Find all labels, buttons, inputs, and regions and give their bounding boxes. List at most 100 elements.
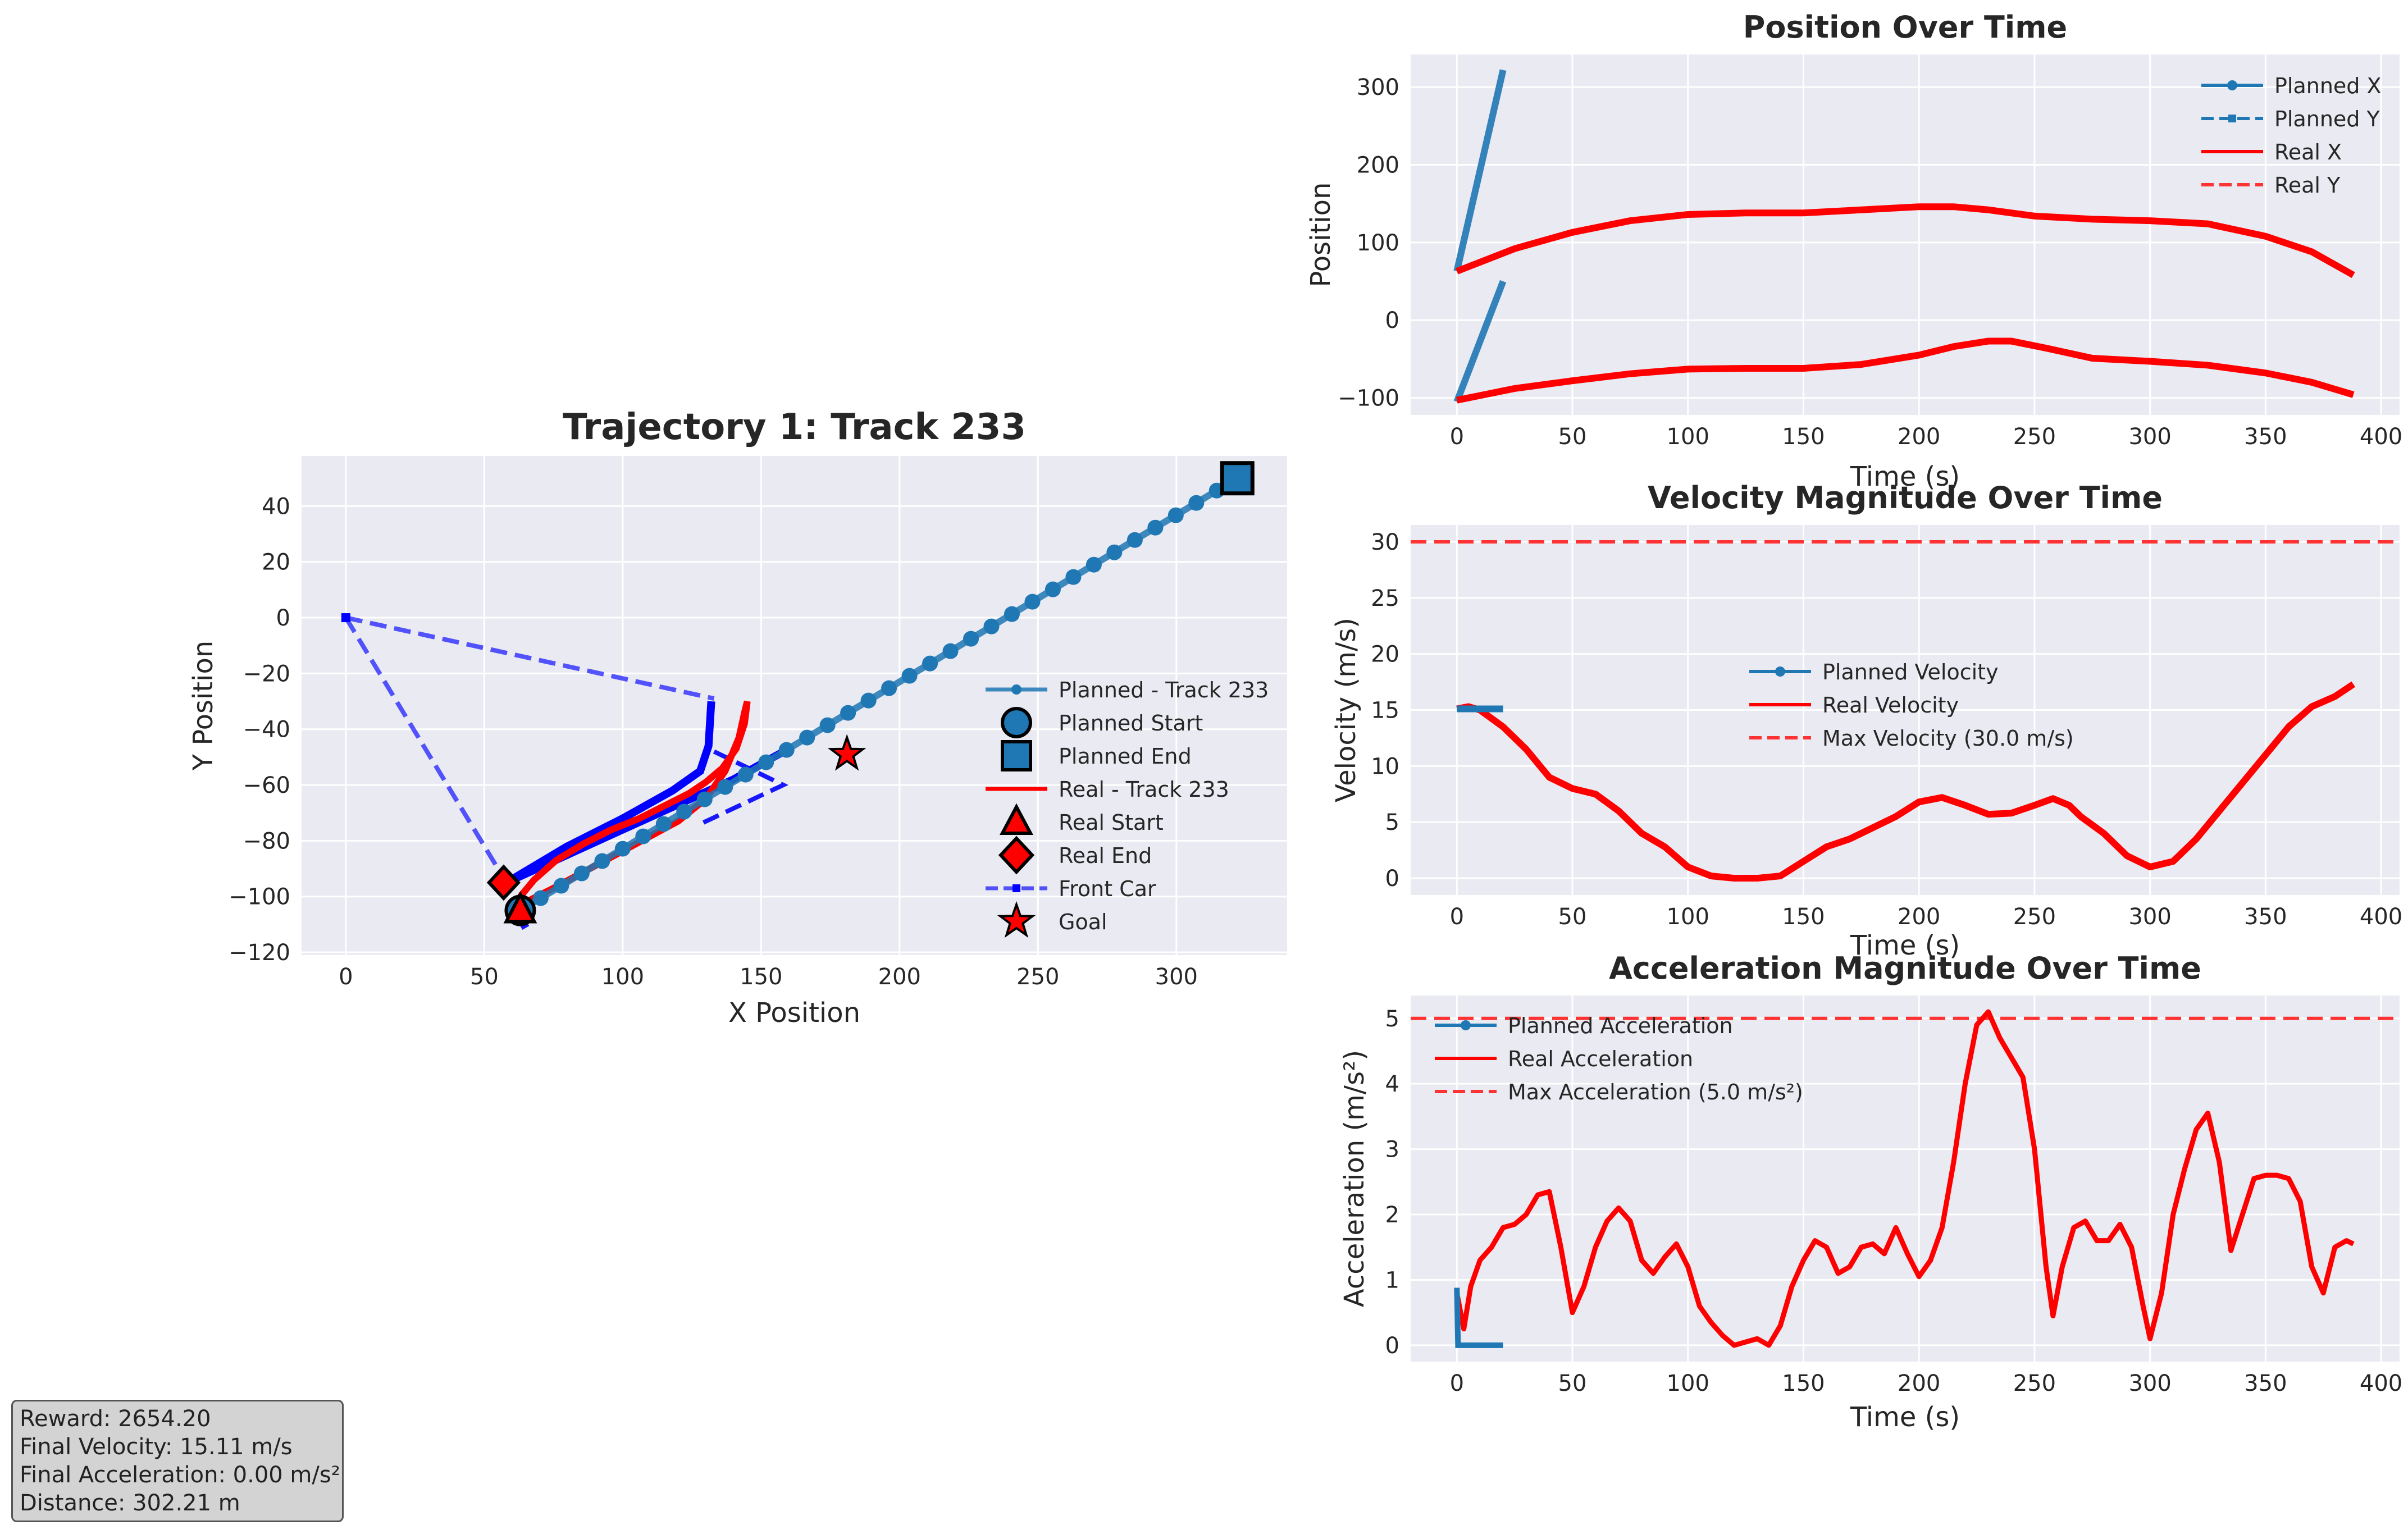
traj-ytick-label: −20 [243,661,290,687]
real-end-marker [486,864,521,901]
planned-track-point [1024,593,1041,610]
acc-xtick-label: 300 [2128,1371,2171,1396]
planned-end-marker [1220,461,1255,496]
legend-label: Planned Acceleration [1508,1013,1733,1038]
planned-track-point [532,890,549,906]
acc-panel: 0 50 100 150 200 250 300 350 400 5 4 3 2 1 0 Accelerati… [1339,951,2402,1433]
vel-title: Velocity Magnitude Over Time [1648,480,2163,515]
planned-track-point [819,717,836,733]
acc-xtick-label: 200 [1898,1371,1940,1396]
planned-track-point [737,766,754,783]
legend-label: Front Car [1059,876,1156,901]
legend-label: Max Velocity (30.0 m/s) [1822,726,2074,751]
planned-track-point [1147,519,1164,536]
acc-xtick-label: 400 [2360,1371,2402,1396]
vel-xtick-label: 250 [2013,904,2056,930]
planned-y-line [1453,280,1507,403]
vel-xtick-label: 100 [1667,904,1709,930]
legend-entry: Real End [998,835,1152,875]
real-x-line [1456,203,2355,278]
legend-label: Planned - Track 233 [1059,678,1269,702]
acc-xlabel: Time (s) [1850,1401,1960,1433]
legend-entry: Real Velocity [1749,693,1959,718]
vel-ytick-label: 5 [1385,810,1399,835]
traj-xlabel: X Position [728,997,860,1029]
final-velocity-text: Final Velocity: 15.11 m/s [20,1434,293,1460]
pos-xtick-label: 0 [1450,424,1464,450]
front-car-line [345,615,715,701]
real-acceleration-line [1454,1009,2355,1348]
traj-ytick-label: 0 [276,605,290,631]
vel-panel: 0 50 100 150 200 250 300 350 400302520151050Velo… [1330,480,2402,961]
reward-text: Reward: 2654.20 [20,1406,211,1432]
vel-xtick-label: 50 [1558,904,1587,930]
vel-ytick-label: 20 [1371,642,1399,668]
acc-ytick-label: 2 [1385,1202,1399,1228]
pos-xtick-label: 200 [1898,424,1940,450]
acc-ytick-label: 1 [1385,1267,1399,1293]
traj-ytick-label: −80 [243,828,290,854]
planned-track-point [1065,569,1082,585]
pos-xtick-label: 50 [1558,424,1587,450]
legend-label: Max Acceleration (5.0 m/s²) [1508,1080,1803,1104]
planned-track-point [655,816,672,832]
legend-label: Real X [2274,140,2342,165]
planned-track-point [1004,606,1020,622]
legend-label: Real Start [1059,810,1164,835]
legend-entry: Real Y [2201,173,2341,198]
legend-marker [1013,884,1020,892]
legend-label: Real Acceleration [1508,1047,1693,1071]
vel-xtick-label: 400 [2360,904,2402,930]
real-start-marker [503,891,537,924]
legend-label: Real End [1059,843,1152,868]
acc-xtick-label: 100 [1667,1371,1709,1396]
traj-ytick-label: 20 [262,550,290,576]
acc-ytick-label: 3 [1385,1137,1399,1163]
legend-entry: Front Car [986,876,1156,901]
vel-ytick-label: 25 [1371,586,1399,611]
legend-label: Planned Start [1059,711,1203,736]
acc-xtick-label: 350 [2244,1371,2287,1396]
pos-panel: 0 50 100 150 200 250 300 350 400 300 200 100 0 −100 Po… [1305,10,2402,492]
planned-track-point [983,618,1000,634]
planned-track-point [635,828,651,844]
acc-ytick-label: 0 [1385,1333,1399,1359]
traj-title: Trajectory 1: Track 233 [563,407,1026,448]
pos-xtick-label: 400 [2360,424,2402,450]
planned-track-point [860,692,877,709]
real-velocity-line [1456,681,2356,882]
traj-ytick-label: −120 [229,940,290,966]
pos-xlabel: Time (s) [1850,461,1960,492]
vel-ytick-label: 30 [1371,529,1399,555]
planned-track-point [799,729,815,746]
pos-xtick-label: 150 [1782,424,1825,450]
planned-track-point [758,754,774,770]
pos-xtick-label: 350 [2244,424,2287,450]
planned-track-point [614,841,631,857]
legend-label: Planned Velocity [1822,660,1999,684]
traj-ytick-label: −100 [229,884,290,910]
legend-entry: Real Acceleration [1435,1047,1693,1071]
vel-xtick-label: 150 [1782,904,1825,930]
vel-xlabel: Time (s) [1850,930,1960,961]
legend-entry: Goal [997,901,1107,938]
traj-plot-area [302,456,1287,955]
legend-marker [998,835,1035,875]
legend-entry: Planned Velocity [1749,660,1999,684]
planned-track-point [1106,544,1123,560]
planned-track-point [573,865,590,882]
legend-marker [1775,666,1785,677]
legend-entry: Planned Y [2201,107,2380,131]
front-car-start-marker [341,613,350,623]
planned-track-point [1188,495,1205,511]
legend-entry: Planned End [1001,740,1192,771]
legend-marker [2228,115,2236,122]
legend-label: Planned X [2274,74,2382,98]
planned-track-point [717,779,733,795]
traj-ylabel: Y Position [188,641,219,771]
legend-marker [1000,803,1033,835]
legend-marker [1011,684,1021,695]
legend-entry: Planned X [2201,74,2382,98]
legend-entry: Planned Acceleration [1435,1013,1733,1038]
real-track-line [517,700,751,908]
